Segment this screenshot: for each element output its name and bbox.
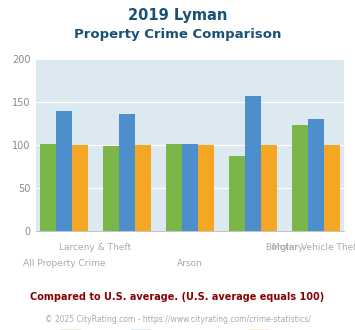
Text: © 2025 CityRating.com - https://www.cityrating.com/crime-statistics/: © 2025 CityRating.com - https://www.city… [45,315,310,324]
Bar [261,145,277,231]
Text: Burglary: Burglary [265,243,304,251]
Bar [39,144,56,231]
Bar [103,146,119,231]
Text: Arson: Arson [177,259,203,268]
Text: All Property Crime: All Property Crime [23,259,105,268]
Bar [308,118,324,231]
Legend: Lyman, South Carolina, National: Lyman, South Carolina, National [56,326,324,330]
Bar [166,144,182,231]
Bar [245,96,261,231]
Bar [229,156,245,231]
Bar [119,114,135,231]
Text: Compared to U.S. average. (U.S. average equals 100): Compared to U.S. average. (U.S. average … [31,292,324,302]
Text: Motor Vehicle Theft: Motor Vehicle Theft [272,243,355,251]
Text: Larceny & Theft: Larceny & Theft [59,243,131,251]
Bar [292,125,308,231]
Bar [182,144,198,231]
Bar [56,111,72,231]
Bar [135,145,151,231]
Bar [324,145,340,231]
Text: 2019 Lyman: 2019 Lyman [128,8,227,23]
Bar [72,145,88,231]
Text: Property Crime Comparison: Property Crime Comparison [74,28,281,41]
Bar [198,145,214,231]
